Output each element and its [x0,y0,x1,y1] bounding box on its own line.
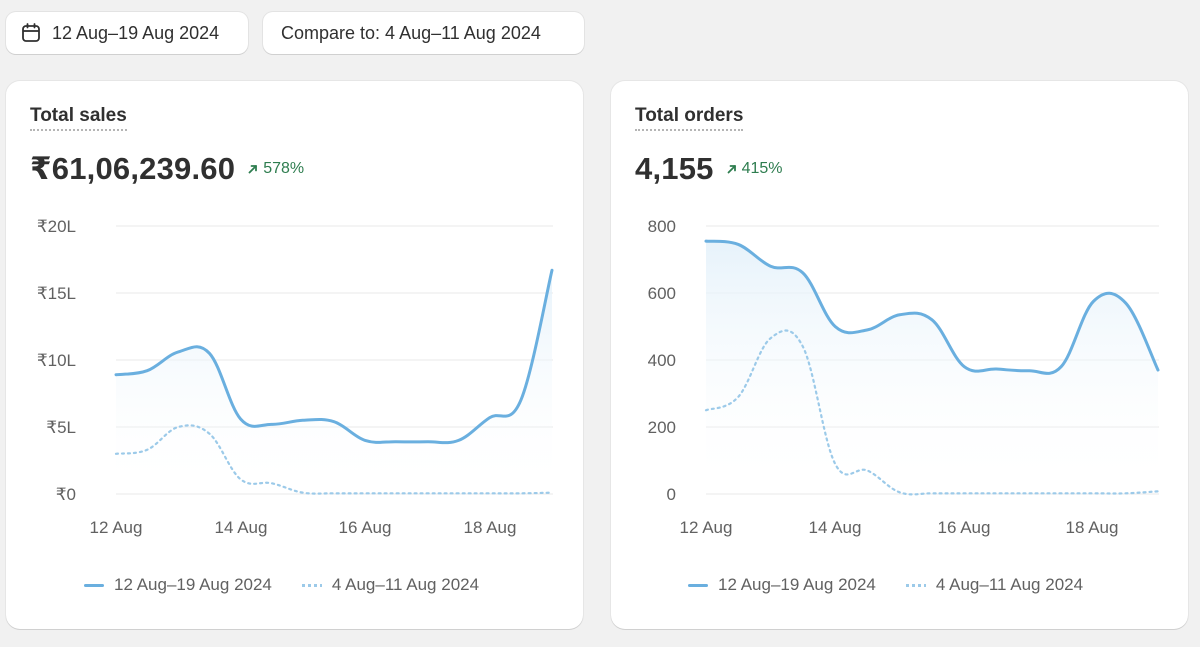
total-sales-value: ₹61,06,239.60 [30,151,236,186]
x-tick-label: 14 Aug [215,518,268,537]
total-orders-legend: 12 Aug–19 Aug 2024 4 Aug–11 Aug 2024 [688,575,1113,595]
total-sales-title[interactable]: Total sales [30,105,127,131]
total-orders-change: 415% [726,160,783,178]
legend-label-compare: 4 Aug–11 Aug 2024 [331,575,480,594]
x-tick-label: 16 Aug [339,518,392,537]
y-tick-label: ₹5L [46,418,76,437]
total-orders-change-value: 415% [741,160,783,177]
y-tick-label: ₹15L [37,284,76,303]
legend-swatch-dotted [905,583,926,587]
arrow-up-right-icon [248,165,258,174]
x-tick-label: 12 Aug [680,518,733,537]
total-sales-chart: ₹20L ₹15L ₹10L ₹5L ₹0 12 Aug 14 Aug 16 Aug 18 Au… [37,217,554,537]
calendar-icon [20,22,42,44]
compare-period-button[interactable]: Compare to: 4 Aug–11 Aug 2024 [263,12,584,54]
legend-label-current: 12 Aug–19 Aug 2024 [114,575,272,594]
total-orders-chart: 800 600 400 200 012 Aug 14 Aug 16 Aug 18 Aug [648,217,1160,537]
date-range-button[interactable]: 12 Aug–19 Aug 2024 [6,12,248,54]
x-tick-label: 14 Aug [809,518,862,537]
x-tick-label: 18 Aug [1066,518,1119,537]
date-range-label: 12 Aug–19 Aug 2024 [52,22,220,43]
arrow-up-right-icon [727,165,736,174]
legend-item-compare[interactable]: 4 Aug–11 Aug 2024 [301,575,480,595]
total-orders-value: 4,155 [635,151,714,186]
y-tick-label: ₹10L [37,351,76,370]
series-line-current[interactable] [704,239,1160,375]
total-sales-legend: 12 Aug–19 Aug 2024 4 Aug–11 Aug 2024 [84,575,509,595]
y-tick-label: 600 [648,284,676,303]
series-area-fill [706,241,1158,494]
total-orders-card: Total orders 4,155 415% 800 600 400 200 0 12 … [611,81,1188,629]
series-line-compare[interactable] [704,329,1160,496]
total-sales-change: 578% [247,160,304,178]
compare-period-label: Compare to: 4 Aug–11 Aug 2024 [281,22,541,43]
legend-label-compare: 4 Aug–11 Aug 2024 [935,575,1084,594]
series-line-current[interactable] [114,268,554,445]
y-tick-label: 800 [648,217,676,236]
y-tick-label: ₹20L [37,217,76,236]
legend-item-current[interactable]: 12 Aug–19 Aug 2024 [84,575,272,595]
series-line-compare[interactable] [114,424,554,495]
legend-item-current[interactable]: 12 Aug–19 Aug 2024 [688,575,876,595]
legend-swatch-solid [688,583,708,587]
total-sales-card: Total sales ₹61,06,239.60 578% ₹20L ₹15L ₹… [6,81,583,629]
total-sales-change-value: 578% [263,160,305,177]
legend-swatch-dotted [301,583,322,587]
x-tick-label: 18 Aug [464,518,517,537]
y-tick-label: 0 [667,485,676,504]
total-orders-title[interactable]: Total orders [635,105,744,131]
y-tick-label: 400 [648,351,676,370]
x-tick-label: 12 Aug [90,518,143,537]
y-tick-label: 200 [648,418,676,437]
x-tick-label: 16 Aug [938,518,991,537]
legend-swatch-solid [84,583,104,587]
legend-item-compare[interactable]: 4 Aug–11 Aug 2024 [905,575,1084,595]
total-sales-metric: ₹61,06,239.60 578% [30,151,304,187]
total-orders-metric: 4,155 415% [635,151,783,187]
legend-label-current: 12 Aug–19 Aug 2024 [718,575,876,594]
y-tick-label: ₹0 [56,485,76,504]
series-area-fill [116,270,552,494]
